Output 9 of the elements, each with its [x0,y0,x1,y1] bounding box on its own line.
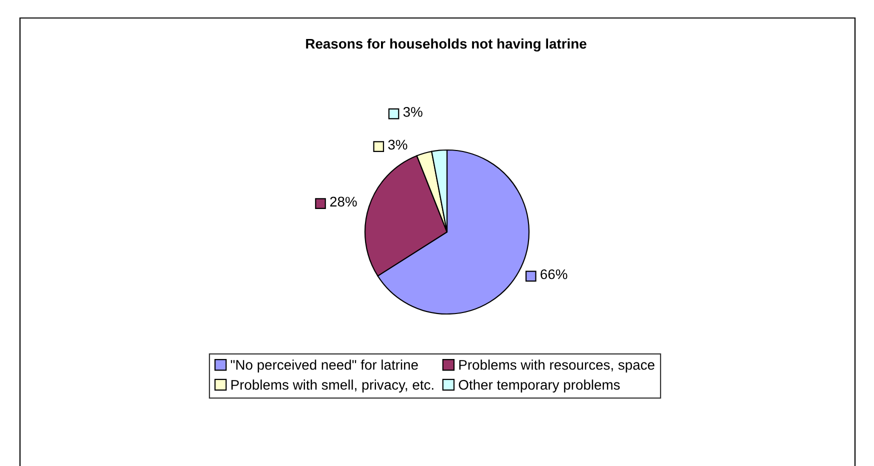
legend-label: "No perceived need" for latrine [230,360,418,373]
legend-label: Problems with smell, privacy, etc. [231,380,434,392]
legend-label: Problems with resources, space [459,360,654,373]
data-label: 66% [540,269,568,280]
data-label: 3% [403,106,422,117]
legend-label: Other temporary problems [458,380,620,392]
data-label: 3% [388,140,408,150]
chart-title: Reasons for households not having latrine [306,38,586,52]
data-label: 28% [330,196,357,207]
